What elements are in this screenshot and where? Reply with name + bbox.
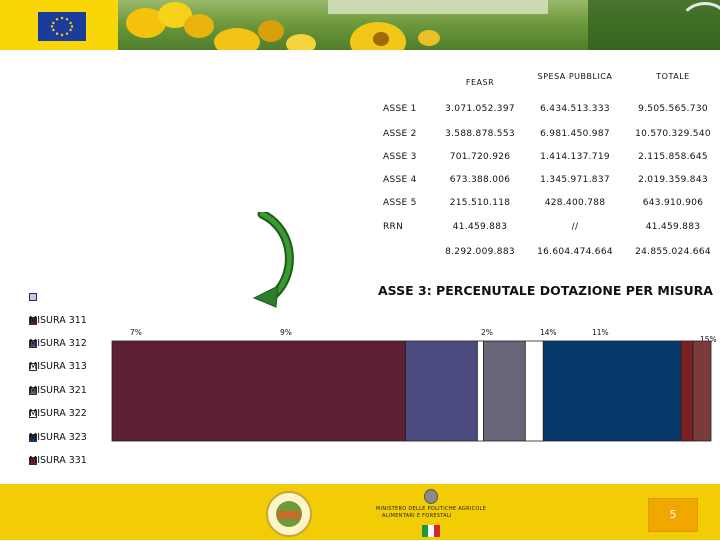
- row-totale: 10.570.329.540: [635, 129, 711, 139]
- data-label: 14%: [540, 328, 557, 337]
- legend-label: MISURA 323: [29, 432, 87, 443]
- ministry-line-1: MINISTERO DELLE POLITICHE AGRICOLE: [376, 506, 487, 512]
- row-spesa: //: [571, 222, 579, 232]
- legend-label: MISURA 331: [29, 455, 87, 466]
- row-label: ASSE 5: [383, 198, 417, 208]
- chart-title: ASSE 3: PERCENUTALE DOTAZIONE PER MISURA: [378, 283, 713, 298]
- row-label: RRN: [383, 222, 404, 232]
- legend-swatch: [29, 387, 37, 395]
- header-banner: [0, 0, 720, 50]
- bar-segment-6: [542, 340, 682, 442]
- legend-swatch: [29, 410, 37, 418]
- bar-segment-5: [524, 340, 544, 442]
- legend-swatch: [29, 317, 37, 325]
- legend-label: MISURA 322: [29, 408, 87, 419]
- italian-emblem-icon: [424, 489, 438, 504]
- row-spesa: 6.434.513.333: [540, 104, 610, 114]
- ministry-text: MINISTERO DELLE POLITICHE AGRICOLE ALIME…: [376, 506, 486, 520]
- row-totale: 9.505.565.730: [638, 104, 708, 114]
- row-spesa: 1.345.971.837: [540, 175, 610, 185]
- bar-segment-7: [680, 340, 694, 442]
- eu-logo-panel: [0, 0, 118, 50]
- row-totale: 2.115.858.645: [638, 152, 708, 162]
- legend-label: MISURA 313: [29, 361, 87, 372]
- bar-segment-2: [405, 340, 478, 442]
- row-totale: 643.910.906: [642, 198, 704, 208]
- header-photo: [118, 0, 720, 50]
- total-totale: 24.855.024.664: [635, 247, 711, 257]
- data-label: 2%: [481, 328, 493, 337]
- legend-label: MISURA 312: [29, 338, 87, 349]
- row-label: ASSE 1: [383, 104, 417, 114]
- table-header-spesa: SPESA PUBBLICA: [537, 72, 613, 81]
- decorative-ring-icon: [678, 2, 720, 50]
- legend-swatch: [29, 340, 37, 348]
- row-feasr: 673.388.006: [449, 175, 511, 185]
- page-number: 5: [669, 508, 677, 521]
- row-feasr: 215.510.118: [449, 198, 511, 208]
- row-spesa: 428.400.788: [544, 198, 606, 208]
- ministry-line-2: ALIMENTARI E FORESTALI: [382, 513, 452, 519]
- legend-label: MISURA 311: [29, 315, 87, 326]
- regional-seal-logo: [266, 491, 312, 537]
- bar-segment-8: [692, 340, 712, 442]
- data-label: 15%: [700, 335, 717, 344]
- data-label: 7%: [130, 328, 142, 337]
- row-feasr: 3.071.052.397: [445, 104, 515, 114]
- row-feasr: 701.720.926: [449, 152, 511, 162]
- legend-swatch: [29, 363, 37, 371]
- row-label: ASSE 2: [383, 129, 417, 139]
- row-feasr: 41.459.883: [452, 222, 508, 232]
- total-feasr: 8.292.009.883: [445, 247, 515, 257]
- row-label: ASSE 3: [383, 152, 417, 162]
- row-totale: 2.019.359.843: [638, 175, 708, 185]
- table-header-feasr: FEASR: [465, 78, 495, 87]
- data-label: 9%: [280, 328, 292, 337]
- bar-segment-1: [111, 340, 406, 442]
- bar-segment-3: [476, 340, 484, 442]
- row-spesa: 1.414.137.719: [540, 152, 610, 162]
- table-header-totale: TOTALE: [656, 72, 690, 81]
- legend-label: MISURA 321: [29, 385, 87, 396]
- legend-swatch: [29, 434, 37, 442]
- row-label: ASSE 4: [383, 175, 417, 185]
- row-spesa: 6.981.450.987: [540, 129, 610, 139]
- eu-flag-icon: [38, 12, 86, 41]
- italian-flag-icon: [422, 522, 440, 537]
- legend-swatch-extra: [29, 293, 37, 301]
- data-label: 11%: [592, 328, 609, 337]
- footer-band: [0, 484, 720, 540]
- bar-segment-4: [482, 340, 526, 442]
- page-number-box: 5: [648, 498, 698, 532]
- curved-arrow-icon: [252, 209, 298, 312]
- row-totale: 41.459.883: [645, 222, 701, 232]
- row-feasr: 3.588.878.553: [445, 129, 515, 139]
- total-spesa: 16.604.474.664: [537, 247, 613, 257]
- legend-swatch: [29, 457, 37, 465]
